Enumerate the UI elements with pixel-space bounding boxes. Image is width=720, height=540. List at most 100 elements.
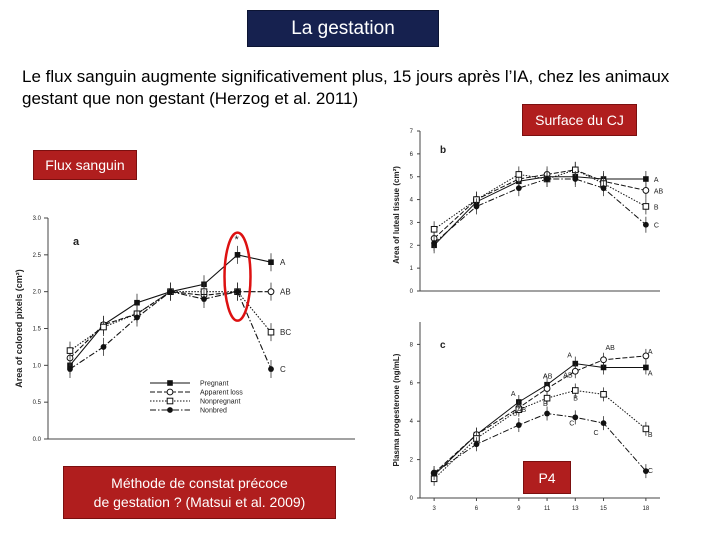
point-label: B (648, 432, 653, 439)
data-point (473, 203, 480, 210)
luteal-area-chart: 0 1 2 3 4 5 6 7 Area of luteal tissue (cm²) b A AB B… (392, 129, 664, 295)
data-point (600, 364, 607, 371)
point-label: A (648, 370, 653, 377)
point-label: C (569, 420, 574, 427)
data-point (544, 410, 550, 417)
end-label: BC (280, 328, 291, 337)
y-tick-label: 3 (410, 220, 414, 226)
series-2 (430, 383, 650, 486)
end-label: C (280, 365, 286, 374)
data-point (268, 366, 274, 372)
data-point (600, 420, 607, 427)
data-point (543, 394, 551, 402)
panel-letter: c (440, 340, 446, 351)
slide-title: La gestation (247, 10, 439, 47)
data-point (430, 225, 438, 233)
point-label: AB (563, 372, 573, 379)
series-1 (430, 348, 650, 481)
series-line (433, 178, 647, 244)
panel-letter: a (73, 236, 80, 248)
data-point (600, 185, 607, 192)
data-point (473, 441, 480, 448)
series-line (69, 291, 272, 370)
end-label: AB (654, 188, 664, 195)
legend-label: Nonbred (200, 408, 227, 415)
method-label: Méthode de constat précoce de gestation … (63, 466, 336, 519)
data-point (600, 356, 607, 364)
data-point (134, 299, 140, 306)
end-label: C (654, 223, 659, 230)
method-label-line2: de gestation ? (Matsui et al. 2009) (93, 493, 306, 510)
data-point (431, 470, 438, 476)
x-tick-label: 15 (600, 506, 607, 512)
surface-cj-label: Surface du CJ (522, 104, 637, 136)
end-label: A (654, 177, 659, 184)
data-point (642, 203, 650, 210)
data-point (234, 288, 241, 295)
data-point (431, 240, 438, 246)
blood-flow-chart: 0.0 0.5 1.0 1.5 2.0 2.5 3.0 Area of colored pix… (14, 216, 355, 443)
series-0 (431, 356, 649, 482)
data-point (515, 406, 523, 413)
data-point (67, 366, 73, 372)
y-tick-label: 0.5 (33, 400, 42, 406)
data-point (642, 425, 650, 433)
data-point (642, 187, 650, 194)
data-point (234, 252, 241, 258)
point-label: AB (517, 407, 527, 414)
point-label: A (543, 374, 548, 381)
series-line (433, 169, 646, 239)
series-line (433, 176, 646, 246)
series-3 (67, 282, 274, 379)
series-0 (67, 245, 274, 375)
y-tick-label: 2.0 (33, 290, 42, 296)
data-point (643, 176, 649, 182)
data-point (267, 288, 275, 296)
legend-marker (167, 380, 173, 386)
legend-marker (166, 388, 174, 396)
point-label: AB (543, 374, 553, 381)
data-point (543, 385, 551, 392)
data-point (267, 328, 275, 336)
point-label: C (648, 468, 653, 475)
point-label: C (594, 430, 599, 437)
y-tick-label: 1.0 (33, 363, 42, 369)
y-tick-label: 7 (410, 129, 414, 135)
series-3 (431, 406, 649, 481)
end-label: AB (280, 288, 291, 297)
progesterone-chart: 0 2 4 6 8 3 6 9 11 13 15 18 Plasma progesterone (ng/… (392, 322, 660, 512)
legend-label: Nonpregnant (200, 399, 241, 406)
data-point (201, 296, 207, 302)
point-label: A (511, 391, 516, 398)
point-label: A (648, 349, 653, 356)
data-point (571, 367, 579, 375)
x-tick-label: 13 (572, 506, 579, 512)
y-tick-label: 8 (410, 342, 414, 348)
y-tick-label: 0 (410, 496, 414, 502)
y-axis-label: Area of luteal tissue (cm²) (392, 166, 401, 264)
highlight-ellipse (223, 231, 252, 322)
x-tick-label: 9 (517, 506, 521, 512)
series-3 (431, 171, 649, 251)
p4-label: P4 (523, 461, 571, 494)
point-label: B (543, 401, 548, 408)
data-point (544, 176, 550, 182)
legend-label: Apparent loss (200, 390, 243, 397)
y-tick-label: 2 (410, 458, 414, 464)
data-point (167, 288, 174, 295)
y-tick-label: 5 (410, 175, 414, 181)
data-point (642, 468, 649, 475)
point-label: A (567, 353, 572, 360)
data-point (571, 387, 579, 394)
y-tick-label: 1.5 (33, 327, 42, 333)
y-tick-label: 0 (410, 289, 414, 295)
y-tick-label: 2 (410, 243, 414, 249)
data-point (100, 344, 107, 350)
data-point (100, 323, 107, 331)
y-tick-label: 3.0 (33, 216, 42, 222)
data-point (642, 221, 649, 228)
series-2 (430, 161, 650, 238)
series-1 (430, 161, 650, 247)
end-label: B (654, 204, 659, 211)
legend-label: Pregnant (200, 381, 228, 388)
